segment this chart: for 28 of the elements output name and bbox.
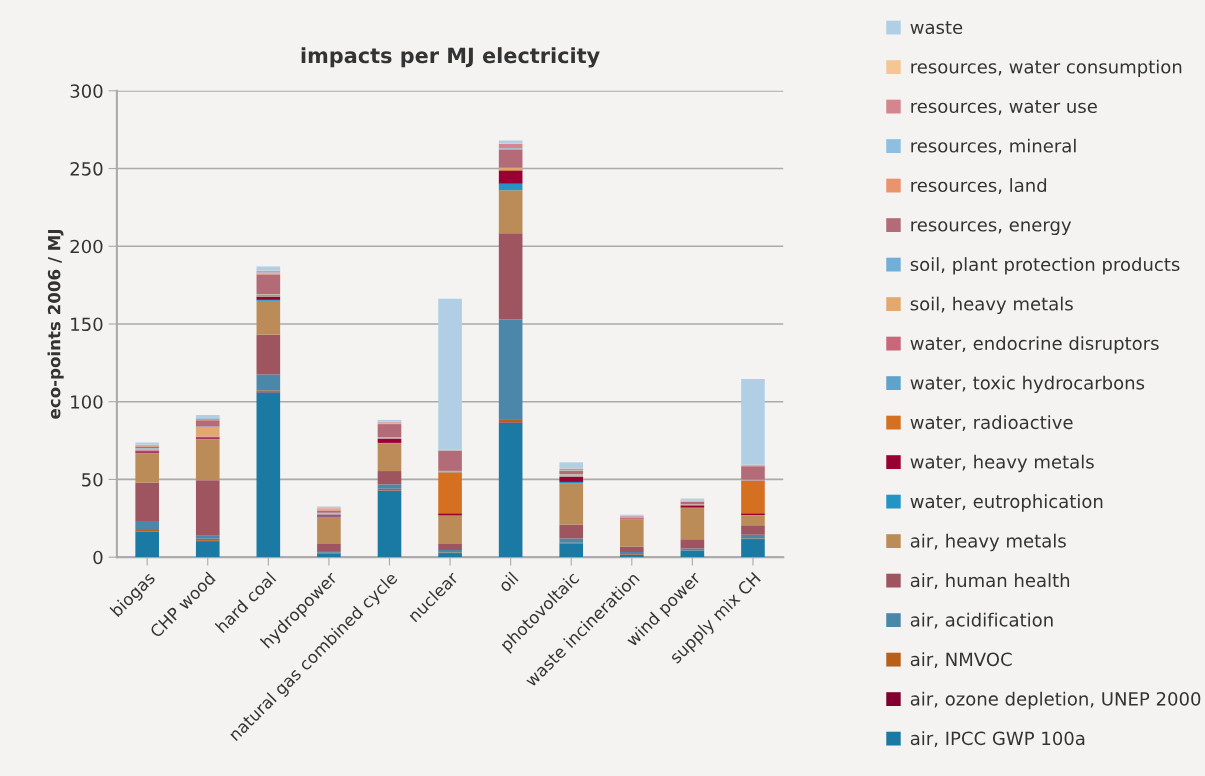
y-tick-label: 300	[70, 84, 103, 98]
y-tick-label: 200	[70, 239, 103, 254]
legend-label: water, endocrine disruptors	[910, 336, 1159, 354]
legend-label: soil, plant protection products	[910, 257, 1180, 275]
legend-label: resources, water use	[911, 100, 1097, 115]
legend-label: air, heavy metals	[910, 533, 1066, 552]
y-tick-label: 100	[71, 395, 103, 409]
legend-label: water, heavy metals	[910, 454, 1094, 473]
legend-label: air, acidification	[910, 612, 1053, 629]
legend-label: air, IPCC GWP 100a	[910, 731, 1085, 747]
y-axis-title: eco-points 2006 / MJ	[47, 229, 64, 419]
legend-label: waste	[910, 21, 963, 35]
legend-label: resources, land	[911, 178, 1047, 194]
legend-label: air, ozone depletion, UNEP 2000	[910, 691, 1201, 710]
legend-label: water, eutrophication	[910, 494, 1103, 512]
legend-label: soil, heavy metals	[910, 296, 1073, 315]
legend-label: water, toxic hydrocarbons	[910, 375, 1145, 394]
y-tick-label: 250	[70, 161, 103, 176]
y-tick-label: 150	[71, 317, 103, 332]
chart-title: impacts per MJ electricity	[301, 47, 600, 68]
legend-label: water, radioactive	[910, 415, 1073, 431]
y-tick-label: 50	[82, 472, 103, 487]
legend-label: air, NMVOC	[910, 652, 1012, 668]
legend-label: air, human health	[910, 573, 1070, 589]
legend-label: resources, energy	[911, 221, 1072, 236]
legend-label: resources, water consumption	[911, 59, 1182, 78]
y-tick-label: 0	[93, 550, 103, 565]
legend-label: resources, mineral	[911, 138, 1076, 155]
